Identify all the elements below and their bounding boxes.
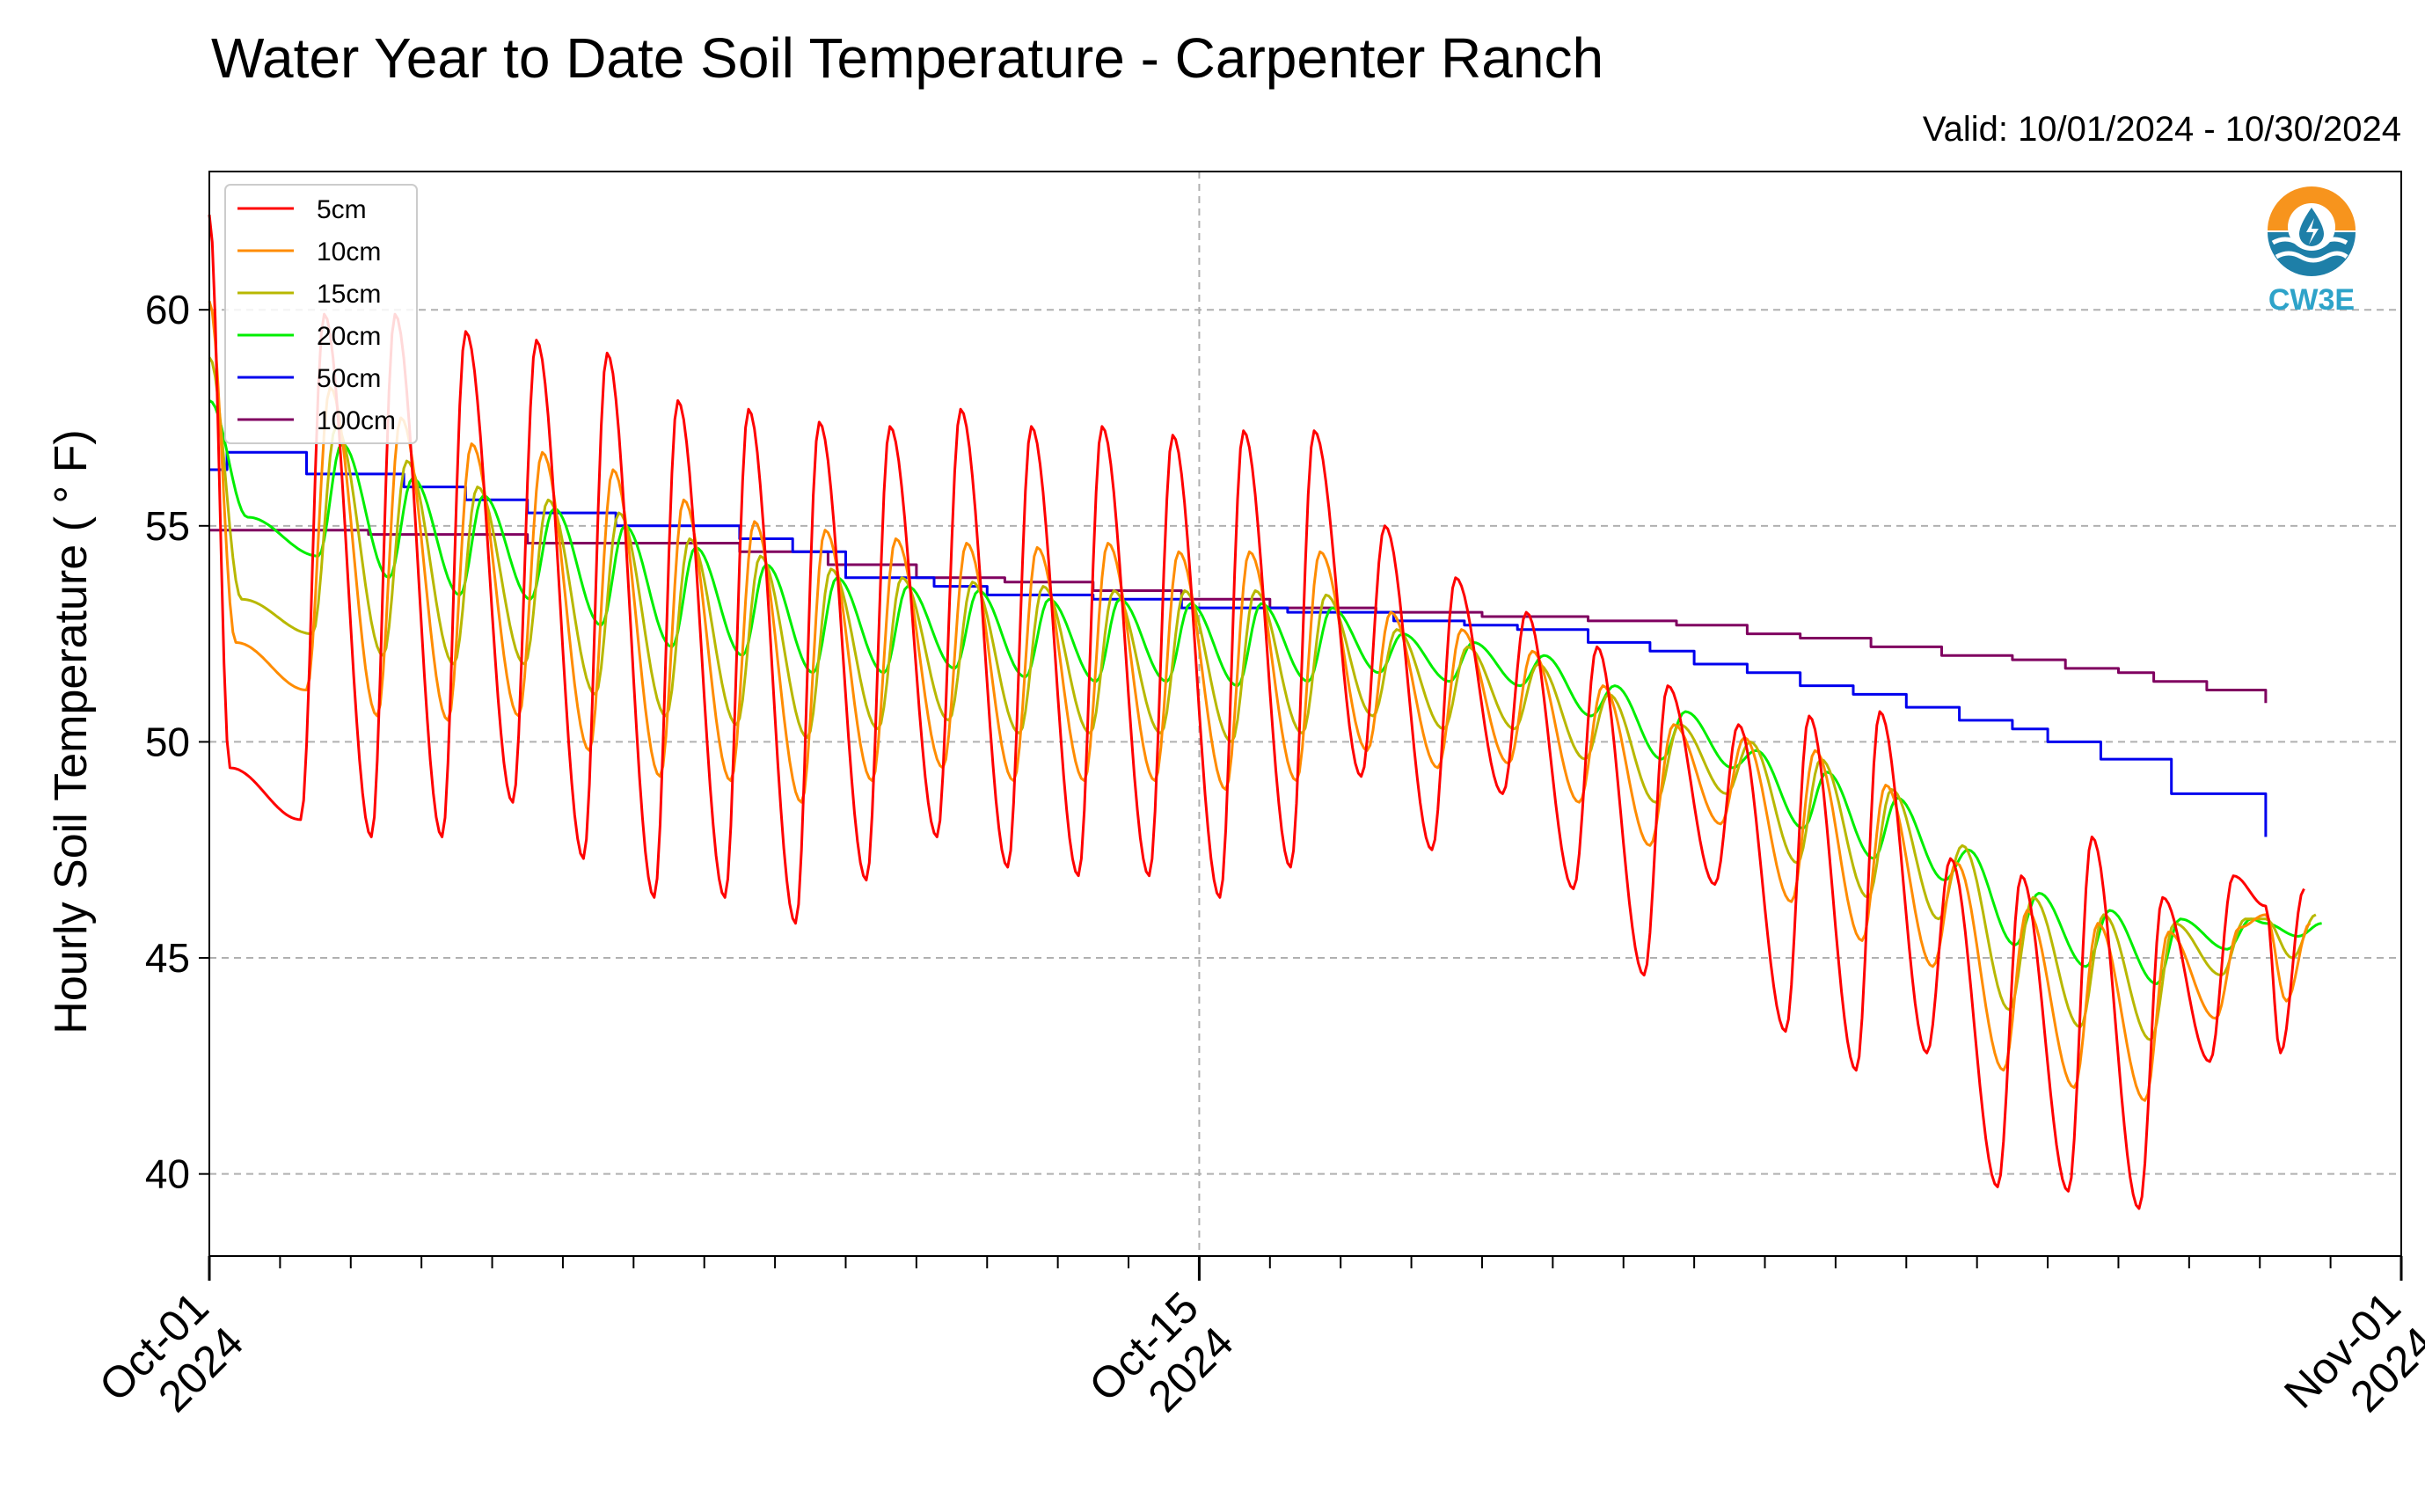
series-line-10cm xyxy=(208,300,2312,1102)
series-line-5cm xyxy=(208,214,2305,1210)
legend-label-100cm: 100cm xyxy=(317,406,396,435)
legend-label-50cm: 50cm xyxy=(317,364,381,393)
y-tick-label: 50 xyxy=(145,719,190,764)
legend-label-15cm: 15cm xyxy=(317,280,381,309)
water-drop-icon xyxy=(2268,186,2356,276)
legend-label-10cm: 10cm xyxy=(317,237,381,267)
cw3e-logo: CW3E xyxy=(2268,186,2356,317)
y-axis-label: Hourly Soil Temperature ( ° F) xyxy=(46,429,97,1034)
y-tick-label: 60 xyxy=(145,287,190,332)
logo-text: CW3E xyxy=(2268,283,2355,317)
legend: 5cm 10cm 15cm 20cm 50cm 100cm xyxy=(224,184,418,444)
y-tick-label: 40 xyxy=(145,1151,190,1197)
y-tick-label: 45 xyxy=(145,935,190,981)
legend-label-20cm: 20cm xyxy=(317,322,381,351)
plot-area xyxy=(208,214,2322,1210)
plot-frame xyxy=(208,171,2402,1257)
chart-subtitle: Valid: 10/01/2024 - 10/30/2024 xyxy=(1923,110,2401,149)
y-tick-label: 55 xyxy=(145,503,190,549)
chart-title: Water Year to Date Soil Temperature - Ca… xyxy=(211,26,1603,90)
legend-label-5cm: 5cm xyxy=(317,195,367,224)
series-line-100cm xyxy=(209,529,2268,704)
